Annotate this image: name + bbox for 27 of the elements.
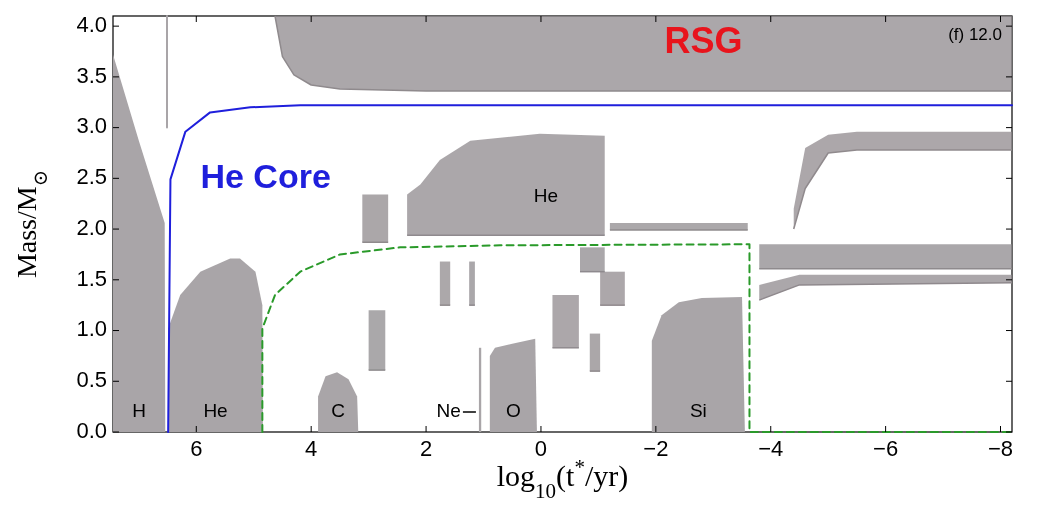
series-label: He — [203, 400, 228, 422]
y-tick-label: 0.0 — [76, 417, 107, 443]
x-tick-label: −2 — [643, 436, 669, 461]
series-label: Ne — [436, 400, 461, 422]
x-tick-label: −4 — [758, 436, 784, 461]
y-tick-label: 3.5 — [76, 62, 107, 88]
x-tick-label: −6 — [873, 436, 899, 461]
y-tick-label: 1.0 — [76, 316, 107, 342]
series-label: RSG — [664, 20, 743, 62]
y-tick-label: 2.5 — [76, 164, 107, 190]
series-label: He Core — [200, 157, 331, 196]
series-label: Si — [689, 400, 707, 422]
x-tick-label: 6 — [190, 436, 203, 461]
series-label: H — [132, 400, 146, 422]
y-tick-label: 1.5 — [76, 265, 107, 291]
series-label: O — [505, 400, 521, 422]
y-tick-label: 4.0 — [76, 11, 107, 37]
series-label: C — [331, 400, 346, 422]
y-tick-label: 3.0 — [76, 113, 107, 139]
x-tick-label: −8 — [987, 436, 1014, 461]
annotation: (f) 12.0 — [948, 25, 1002, 44]
line-series — [167, 104, 1013, 433]
series-label: He — [533, 184, 559, 206]
y-tick-label: 0.5 — [76, 367, 107, 393]
x-tick-label: 2 — [419, 436, 433, 461]
x-tick-label: 4 — [305, 436, 318, 461]
y-tick-label: 2.0 — [76, 214, 107, 240]
